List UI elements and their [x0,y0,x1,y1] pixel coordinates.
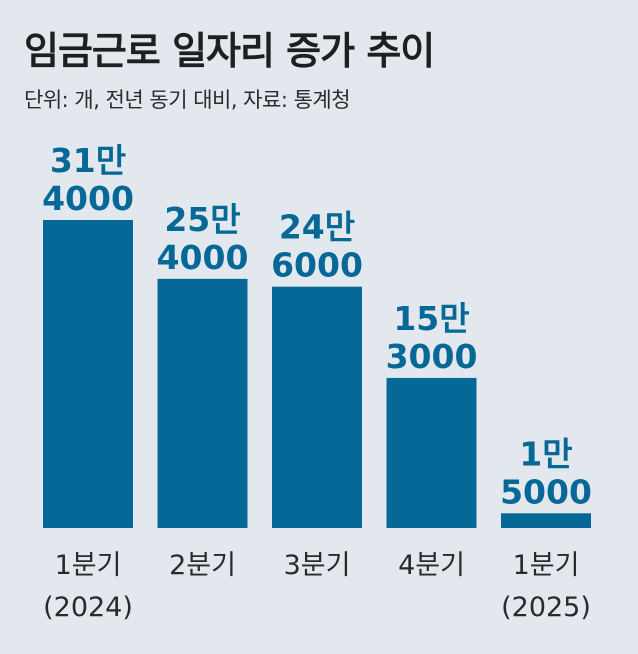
category-label-1-line-2: (2024) [43,592,133,623]
value-label-3-line-1: 24만 [279,208,355,247]
value-label-1-line-2: 4000 [42,179,134,218]
chart-title: 임금근로 일자리 증가 추이 [24,29,435,73]
category-label-5-line-1: 1분기 [513,550,580,581]
value-label-3-line-2: 6000 [271,246,363,285]
value-label-5-line-1: 1만 [519,434,572,473]
category-label-3-line-1: 3분기 [284,550,351,581]
value-label-1-line-1: 31만 [50,141,126,180]
value-label-2-line-1: 25만 [164,200,240,239]
bar-1 [43,220,133,528]
value-label-4-line-2: 3000 [386,337,478,376]
category-label-1-line-1: 1분기 [55,550,122,581]
bar-5 [501,513,591,528]
category-label-2-line-1: 2분기 [169,550,236,581]
value-label-5-line-2: 5000 [500,472,592,511]
category-label-4-line-1: 4분기 [398,550,465,581]
bar-2 [157,278,248,528]
bar-4 [386,377,477,528]
value-label-2-line-2: 4000 [157,238,249,277]
bar-3 [272,286,362,528]
category-label-5-line-2: (2025) [501,592,591,623]
value-label-4-line-1: 15만 [393,299,469,338]
chart-subtitle: 단위: 개, 전년 동기 대비, 자료: 통계청 [24,88,351,112]
